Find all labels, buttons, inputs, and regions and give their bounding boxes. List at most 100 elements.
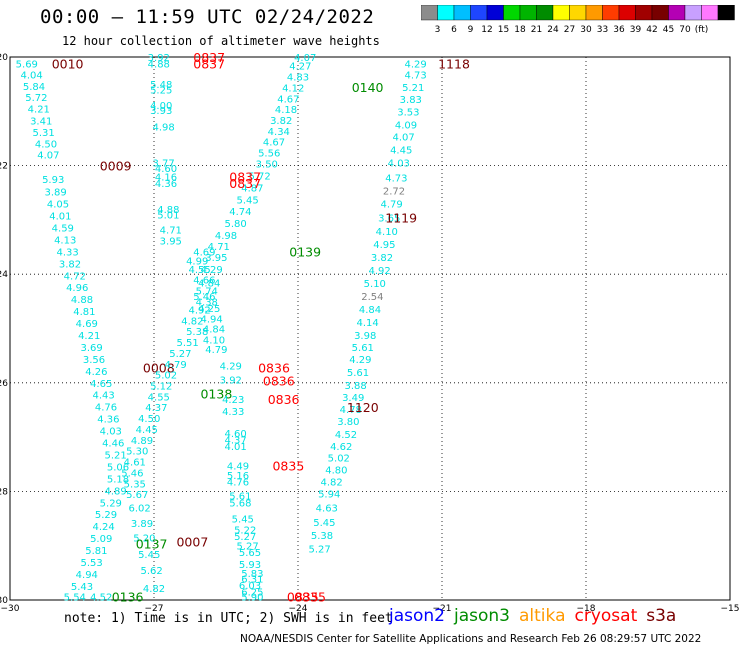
wave-height-value: 4.94 xyxy=(200,315,222,326)
wave-height-value: 4.61 xyxy=(124,458,146,469)
wave-height-value: 4.95 xyxy=(373,240,395,251)
wave-height-value: 3.92 xyxy=(220,376,242,387)
wave-height-value: 4.88 xyxy=(71,295,93,306)
wave-height-value: 4.80 xyxy=(325,466,347,477)
satellite-legend: jason2 jason3 altika cryosat s3a xyxy=(389,606,685,626)
wave-height-value: 5.72 xyxy=(248,171,270,182)
lon-tick-label: −27 xyxy=(145,604,164,614)
wave-height-value: 4.55 xyxy=(188,265,210,276)
wave-height-value: 4.18 xyxy=(275,105,297,116)
wave-height-value: 3.41 xyxy=(30,117,52,128)
wave-height-value: 4.07 xyxy=(37,151,59,162)
wave-height-value: 4.79 xyxy=(205,345,227,356)
colorbar-label: 39 xyxy=(630,25,642,35)
wave-height-value: 4.88 xyxy=(148,60,170,71)
wave-height-value: 4.99 xyxy=(186,257,208,268)
wave-height-value: 4.16 xyxy=(155,172,177,183)
wave-height-value: 5.02 xyxy=(328,454,350,465)
colorbar-label: 12 xyxy=(481,25,492,35)
wave-height-value: 4.27 xyxy=(289,62,311,73)
wave-height-value: 3.89 xyxy=(44,188,66,199)
wave-height-value: 5.45 xyxy=(313,518,335,529)
pass-time-label: 0136 xyxy=(112,590,144,605)
wave-height-value: 3.98 xyxy=(354,331,376,342)
wave-height-value: 5.30 xyxy=(126,447,148,458)
wave-height-value: 4.50 xyxy=(138,414,160,425)
wave-height-value: 4.07 xyxy=(392,132,414,143)
wave-height-value: 4.72 xyxy=(64,271,86,282)
pass-time-label: 0837 xyxy=(193,57,225,72)
lat-tick-label: −20 xyxy=(0,53,8,63)
pass-time-label: 0836 xyxy=(268,392,300,407)
wave-height-value: 4.36 xyxy=(97,415,119,426)
legend-jason3: jason3 xyxy=(454,606,510,626)
wave-height-value: 5.84 xyxy=(23,82,45,93)
wave-height-value: 4.83 xyxy=(287,73,309,84)
wave-height-value: 5.22 xyxy=(234,525,256,536)
pass-time-label: 0007 xyxy=(176,534,208,549)
wave-height-value: 4.79 xyxy=(164,360,186,371)
lon-tick-label: −18 xyxy=(577,604,596,614)
pass-time-label: 1118 xyxy=(438,57,470,72)
wave-height-value: 5.61 xyxy=(229,492,251,503)
wave-height-value: 5.48 xyxy=(150,80,172,91)
colorbar-label: 24 xyxy=(547,25,559,35)
map-subtitle: 12 hour collection of altimeter wave hei… xyxy=(62,34,380,48)
lat-tick-label: −26 xyxy=(0,379,8,389)
wave-height-value: 5.06 xyxy=(107,462,129,473)
colorbar-label: (ft) xyxy=(695,25,709,35)
wave-height-value: 4.82 xyxy=(143,584,165,595)
wave-height-value: 5.72 xyxy=(25,93,47,104)
wave-height-value: 4.24 xyxy=(92,522,114,533)
wave-height-value: 2.54 xyxy=(361,292,383,303)
colorbar-label: 3 xyxy=(435,25,441,35)
colorbar-label: 9 xyxy=(468,25,474,35)
wave-height-value: 5.45 xyxy=(236,195,258,206)
wave-height-value: 5.29 xyxy=(100,498,122,509)
wave-height-value: 4.63 xyxy=(316,504,338,515)
pass-time-label: 0138 xyxy=(200,387,232,402)
wave-height-value: 5.27 xyxy=(169,349,191,360)
wave-height-value: 3.69 xyxy=(80,343,102,354)
wave-height-value: 4.23 xyxy=(222,395,244,406)
wave-height-value: 4.78 xyxy=(340,405,362,416)
colorbar-label: 21 xyxy=(531,25,542,35)
wave-height-value: 4.05 xyxy=(47,200,69,211)
pass-time-label: 0835 xyxy=(272,458,304,473)
wave-height-value: 4.76 xyxy=(95,403,117,414)
wave-height-value: 5.29 xyxy=(95,510,117,521)
wave-height-value: 5.18 xyxy=(107,474,129,485)
wave-height-value: 5.56 xyxy=(258,149,280,160)
wave-height-value: 4.94 xyxy=(76,570,98,581)
wave-height-value: 4.65 xyxy=(90,379,112,390)
wave-height-value: 3.77 xyxy=(152,158,174,169)
lon-tick-label: −21 xyxy=(433,604,452,614)
wave-height-colorbar: 3 6 9 12 15 18 21 24 27 30 33 36 39 42 45 70 (ft) xyxy=(421,5,735,35)
wave-height-value: 3.50 xyxy=(256,159,278,170)
wave-height-value: 3.83 xyxy=(400,95,422,106)
pass-time-label: 0139 xyxy=(289,244,321,259)
wave-height-value: 6.03 xyxy=(239,581,261,592)
wave-height-value: 4.82 xyxy=(181,316,203,327)
wave-height-value: 5.27 xyxy=(236,542,258,553)
wave-height-value: 5.93 xyxy=(239,560,261,571)
wave-height-value: 3.93 xyxy=(150,106,172,117)
wave-height-value: 4.52 xyxy=(90,593,112,604)
wave-height-value: 4.38 xyxy=(196,297,218,308)
track-s3a: 4.294.735.213.833.534.094.074.454.034.73… xyxy=(308,57,469,556)
wave-height-value: 3.95 xyxy=(205,253,227,264)
wave-height-value: 5.61 xyxy=(352,343,374,354)
wave-height-value: 4.71 xyxy=(160,226,182,237)
wave-height-value: 4.73 xyxy=(385,174,407,185)
lat-tick-label: −22 xyxy=(0,162,8,172)
legend-jason2: jason2 xyxy=(389,606,445,626)
wave-height-value: 4.60 xyxy=(224,429,246,440)
map-title: 00:00 – 11:59 UTC 02/24/2022 xyxy=(40,6,375,28)
lon-tick-label: −15 xyxy=(721,604,740,614)
colorbar-label: 30 xyxy=(580,25,592,35)
wave-height-value: 4.74 xyxy=(229,207,251,218)
lat-tick-label: −28 xyxy=(0,487,8,497)
track-cryosat: 3.924.885.485.254.003.934.983.774.604.16… xyxy=(148,50,326,605)
wave-height-value: 4.87 xyxy=(241,183,263,194)
wave-height-value: 4.67 xyxy=(263,138,285,149)
